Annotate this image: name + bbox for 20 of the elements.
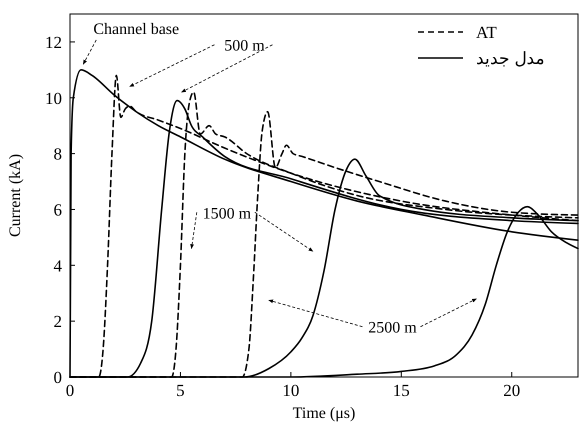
x-axis-title: Time (μs) bbox=[292, 405, 356, 422]
x-tick-label: 0 bbox=[66, 381, 74, 400]
y-tick-label: 4 bbox=[54, 256, 62, 276]
y-axis-title: Current (kA) bbox=[7, 154, 24, 238]
annotation: 1500 m bbox=[202, 205, 252, 222]
y-tick-label: 10 bbox=[45, 88, 62, 108]
y-tick-label: 6 bbox=[54, 200, 62, 220]
x-tick-label: 20 bbox=[503, 381, 520, 400]
annotation: 500 m bbox=[224, 38, 266, 55]
annotation: Channel base bbox=[93, 20, 180, 38]
legend-label: AT bbox=[476, 23, 498, 42]
y-tick-label: 2 bbox=[54, 312, 62, 332]
y-tick-label: 0 bbox=[54, 368, 62, 387]
x-tick-label: 15 bbox=[392, 381, 410, 400]
x-tick-label: 5 bbox=[176, 381, 185, 400]
legend-label: مدل جدید bbox=[476, 49, 544, 68]
y-tick-label: 12 bbox=[45, 32, 62, 52]
y-tick-label: 8 bbox=[54, 144, 62, 164]
x-tick-label: 10 bbox=[282, 381, 300, 400]
annotation: 2500 m bbox=[368, 320, 418, 337]
